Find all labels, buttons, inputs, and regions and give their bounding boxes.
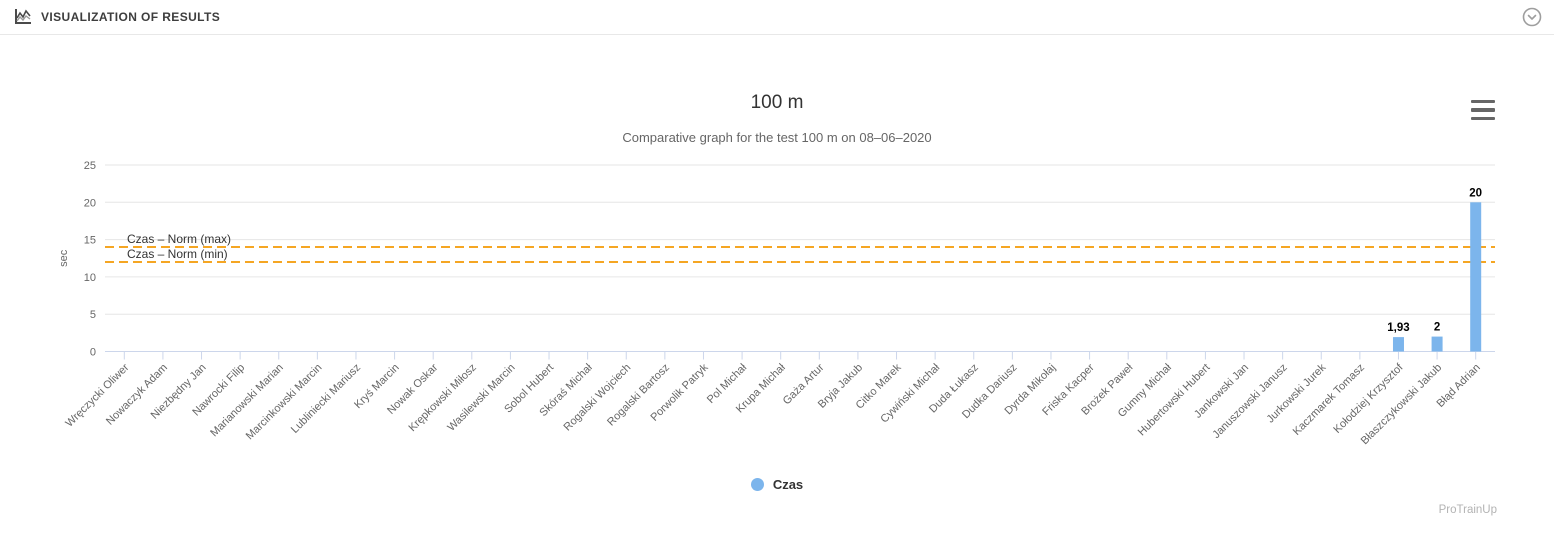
y-axis-tick-label: 25 [84, 160, 96, 172]
y-axis-tick-label: 20 [84, 197, 96, 209]
legend-marker-icon [750, 478, 764, 491]
x-axis-category-label: Błaszczykowski Jakub [1359, 362, 1444, 447]
x-axis-category-label: Wasilewski Marcin [445, 362, 517, 434]
bar-data-label: 2 [1434, 322, 1440, 334]
x-axis-category-label: Marianowski Marian [208, 362, 286, 440]
legend-label: Czas [772, 477, 804, 492]
x-axis-category-label: Kołodziej Krzysztof [1331, 361, 1406, 436]
x-axis-category-label: Hubertowski Hubert [1136, 362, 1213, 439]
y-axis-tick-label: 15 [84, 235, 96, 247]
legend-item-czas[interactable]: Czas [750, 477, 804, 492]
bar-data-label: 20 [1469, 187, 1482, 199]
chevron-down-circle-icon[interactable] [1522, 7, 1542, 27]
x-axis-category-label: Rogalski Wojciech [561, 362, 633, 434]
chart-icon [15, 9, 31, 24]
x-axis-category-label: Lubliniecki Mariusz [289, 362, 363, 436]
bar[interactable] [1392, 337, 1404, 352]
chart-legend: Czas [0, 477, 1554, 492]
norm-plot-line-label: Czas – Norm (min) [127, 247, 228, 261]
chart-title: 100 m [750, 92, 804, 113]
x-axis-category-label: Januszowski Janusz [1210, 362, 1289, 441]
hamburger-menu-icon[interactable] [1471, 99, 1497, 121]
norm-plot-line-label: Czas – Norm (max) [127, 232, 231, 246]
bar[interactable] [1431, 336, 1443, 352]
x-axis-category-label: Marcinkowski Marcin [244, 362, 325, 443]
bar[interactable] [1470, 202, 1482, 352]
x-axis-category-label: Kaczmarek Tomasz [1291, 362, 1367, 438]
y-axis-title: sec [58, 249, 70, 267]
bar-data-label: 1,93 [1387, 322, 1409, 334]
y-axis-tick-label: 0 [90, 347, 96, 359]
panel-title: VISUALIZATION OF RESULTS [41, 10, 221, 24]
x-axis-category-label: Wręczycki Oliwer [63, 361, 131, 429]
panel-header: VISUALIZATION OF RESULTS [0, 0, 1554, 35]
protrainup-watermark: ProTrainUp [1438, 504, 1497, 516]
y-axis-tick-label: 10 [84, 272, 96, 284]
chart-subtitle: Comparative graph for the test 100 m on … [622, 130, 932, 145]
x-axis-category-label: Krępkowski Miłosz [406, 362, 478, 434]
y-axis-tick-label: 5 [90, 309, 96, 321]
